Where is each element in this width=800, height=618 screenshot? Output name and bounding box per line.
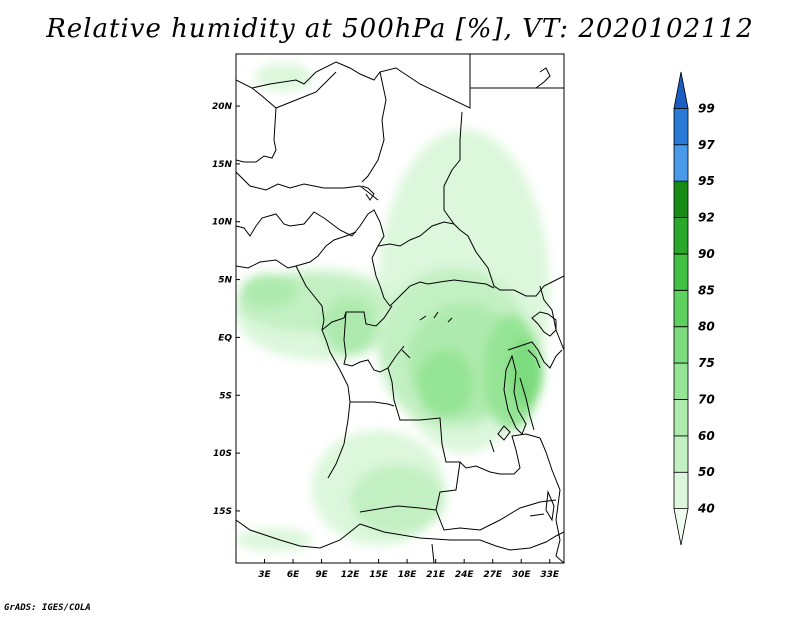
lakes-rivers xyxy=(361,67,557,522)
humidity-region xyxy=(508,337,544,407)
lat-tick-label: EQ xyxy=(218,333,232,343)
map-frame xyxy=(235,53,565,564)
colorbar-swatch xyxy=(673,253,689,291)
humidity-region xyxy=(240,273,298,309)
colorbar-swatch xyxy=(673,144,689,182)
longitude-axis: 3E 6E 9E 12E 15E 18E 21E 24E 27E 30E 33E xyxy=(258,559,560,580)
lon-tick-label: 6E xyxy=(287,570,300,580)
humidity-region xyxy=(321,296,379,355)
lon-tick-label: 15E xyxy=(369,570,389,580)
latitude-axis: 20N 15N 10N 5N EQ 5S 10S 15S xyxy=(212,102,240,517)
lat-tick-label: 15N xyxy=(212,160,233,170)
colorbar-label: 95 xyxy=(698,174,715,188)
lat-tick-label: 15S xyxy=(213,507,232,517)
colorbar-swatch xyxy=(673,289,689,328)
colorbar-swatch xyxy=(673,362,689,400)
colorbar-swatch xyxy=(673,217,689,255)
lon-tick-label: 9E xyxy=(315,570,328,580)
colorbar-swatch xyxy=(673,399,689,437)
colorbar-label: 97 xyxy=(698,138,715,152)
lon-tick-label: 3E xyxy=(258,570,271,580)
lat-tick-label: 20N xyxy=(212,102,233,112)
lon-tick-label: 30E xyxy=(512,570,532,580)
lon-tick-label: 18E xyxy=(398,570,418,580)
colorbar-swatch xyxy=(673,107,689,146)
colorbar-label: 92 xyxy=(698,211,715,225)
colorbar-label: 70 xyxy=(698,392,715,406)
colorbar-swatch xyxy=(673,508,689,546)
colorbar-label: 40 xyxy=(697,502,715,516)
colorbar-label: 50 xyxy=(698,465,715,479)
grads-credit: GrADS: IGES/COLA xyxy=(4,603,91,613)
colorbar-swatch xyxy=(673,326,689,364)
colorbar-label: 75 xyxy=(698,356,715,370)
colorbar-swatch xyxy=(673,71,689,109)
humidity-field xyxy=(236,63,550,552)
map-title: Relative humidity at 500hPa [%], VT: 202… xyxy=(46,14,754,44)
lon-tick-label: 12E xyxy=(341,570,361,580)
colorbar-label: 80 xyxy=(698,320,715,334)
lon-tick-label: 24E xyxy=(455,570,475,580)
humidity-region xyxy=(255,63,313,92)
lon-tick-label: 33E xyxy=(540,570,560,580)
country-borders xyxy=(236,54,564,563)
humidity-region xyxy=(416,348,474,419)
colorbar-swatch xyxy=(673,435,689,473)
lat-tick-label: 10S xyxy=(213,449,232,459)
colorbar-swatch xyxy=(673,471,689,510)
colorbar: 40 50 60 70 75 80 85 90 92 95 97 99 xyxy=(673,71,715,546)
colorbar-swatch xyxy=(673,180,689,218)
colorbar-label: 60 xyxy=(698,429,715,443)
lat-tick-label: 10N xyxy=(212,218,233,228)
lon-tick-label: 27E xyxy=(483,570,503,580)
humidity-region xyxy=(236,528,313,552)
colorbar-label: 90 xyxy=(698,247,715,261)
humidity-region xyxy=(350,464,446,535)
lat-tick-label: 5N xyxy=(218,276,232,286)
colorbar-label: 85 xyxy=(698,283,715,297)
lat-tick-label: 5S xyxy=(219,391,232,401)
colorbar-label: 99 xyxy=(698,101,715,115)
lon-tick-label: 21E xyxy=(426,570,446,580)
